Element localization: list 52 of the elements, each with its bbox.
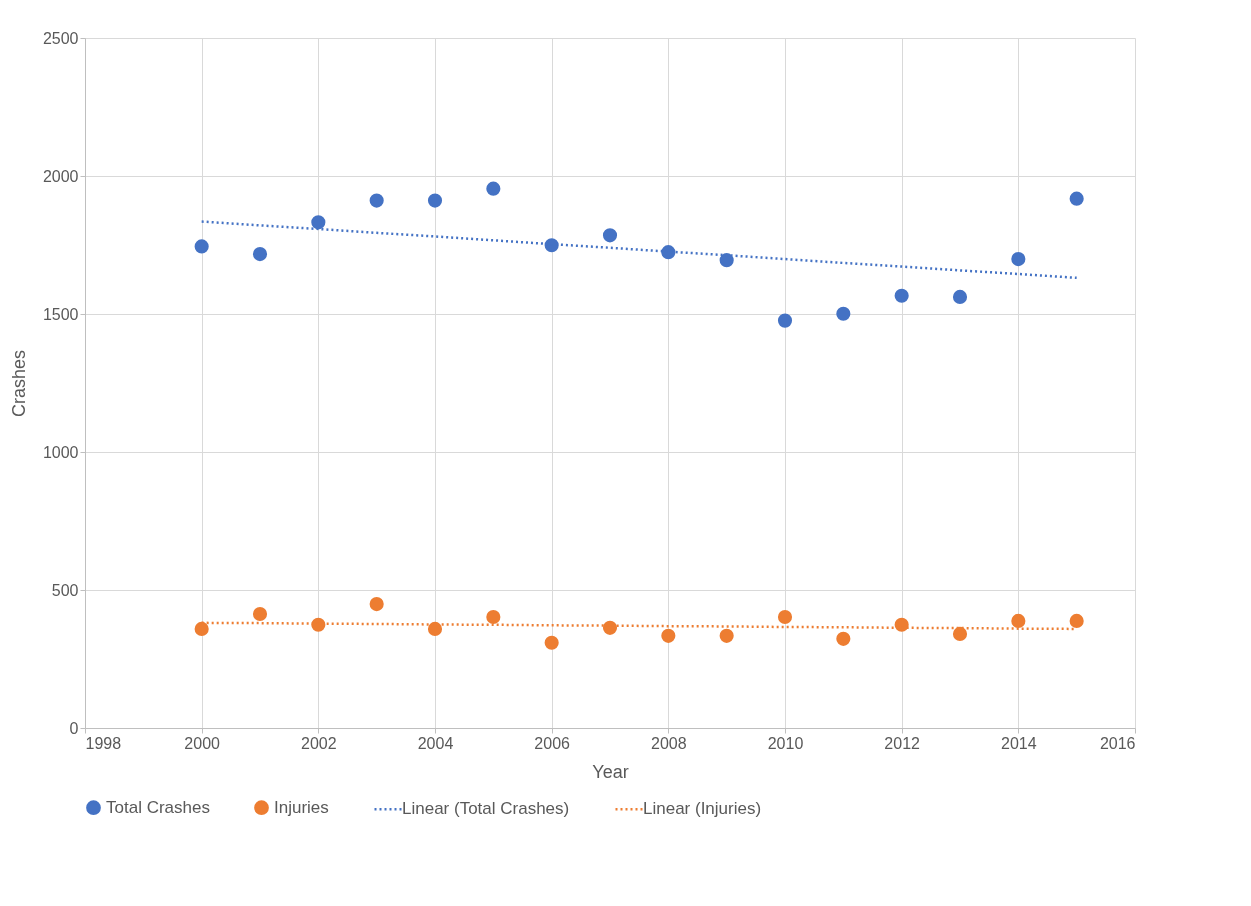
point: [894, 617, 909, 632]
point: [544, 635, 559, 650]
x-tick-label: 2016: [1099, 734, 1136, 752]
point: [486, 609, 501, 625]
x-tick-label: 2000: [184, 734, 221, 752]
point: [311, 215, 326, 230]
point: [1011, 252, 1026, 267]
point: [952, 289, 968, 304]
y-tick-label: 0: [69, 719, 79, 737]
y-tick-label: 1000: [42, 443, 79, 461]
point: [1069, 613, 1084, 628]
x-tick-label: 2014: [1001, 734, 1037, 752]
point: [952, 626, 968, 641]
point: [661, 628, 676, 643]
legend-label: Linear (Injuries): [643, 799, 762, 819]
x-tick-label: 1998: [85, 734, 122, 752]
point: [194, 239, 209, 254]
point: [194, 621, 209, 636]
point: [602, 228, 618, 243]
point: [427, 193, 443, 208]
y-tick-label: 2000: [42, 167, 79, 185]
point: [427, 621, 443, 636]
point: [836, 631, 851, 646]
point: [661, 245, 676, 260]
point: [777, 609, 793, 625]
legend-label: Total Crashes: [106, 797, 210, 817]
point: [719, 253, 734, 268]
point: [369, 193, 384, 208]
legend-label: Injuries: [274, 797, 329, 817]
point: [369, 597, 384, 612]
x-tick-label: 2004: [417, 734, 454, 752]
legend-label: Linear (Total Crashes): [402, 799, 570, 819]
y-axis-title: Crashes: [8, 349, 29, 418]
point: [719, 628, 734, 643]
point: [486, 181, 501, 196]
x-axis-title: Year: [592, 761, 629, 782]
point: [1069, 191, 1084, 206]
x-tick-label: 2006: [534, 734, 571, 752]
y-tick-label: 2500: [42, 29, 79, 47]
point: [894, 288, 909, 303]
point: [602, 620, 618, 635]
x-tick-label: 2012: [884, 734, 921, 752]
x-tick-label: 2002: [301, 734, 337, 752]
point: [836, 306, 851, 321]
x-tick-label: 2010: [767, 734, 804, 752]
x-tick-label: 2008: [651, 734, 687, 752]
point: [252, 247, 268, 262]
y-tick-label: 500: [51, 581, 79, 599]
point: [252, 606, 268, 622]
point: [777, 313, 793, 328]
point: [1011, 613, 1026, 628]
y-tick-label: 1500: [42, 305, 79, 323]
